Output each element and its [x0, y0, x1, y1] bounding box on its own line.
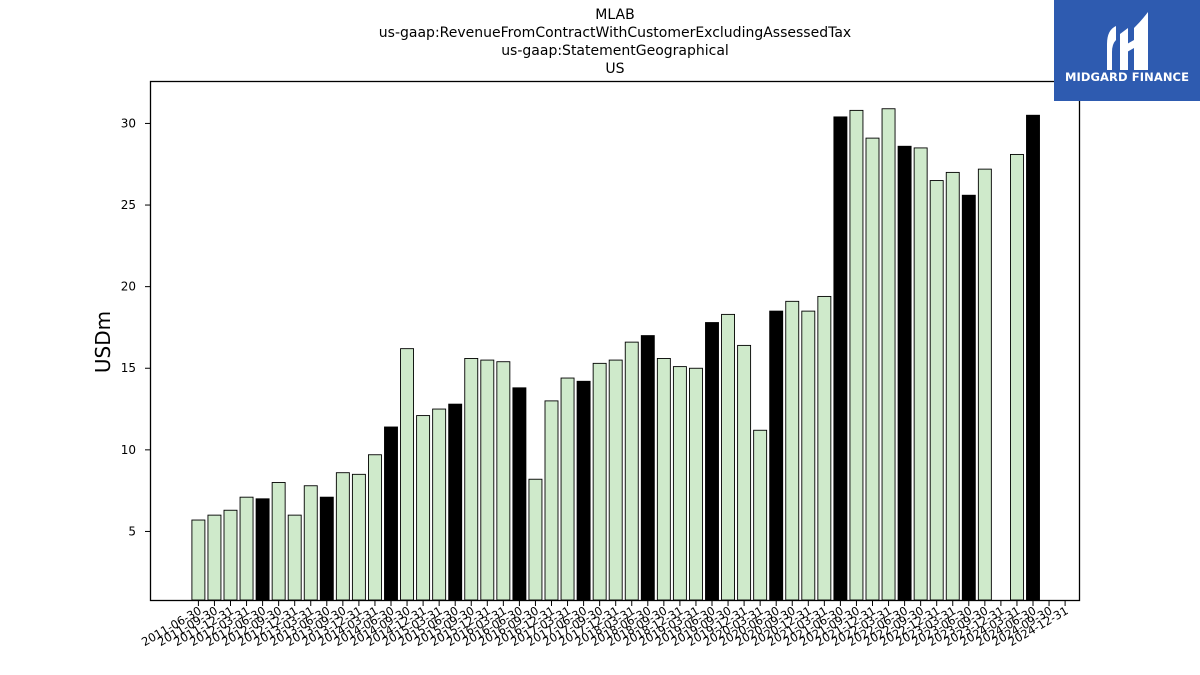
- bar-2015-09-30: [464, 358, 479, 601]
- y-tick-label: 30: [121, 116, 136, 130]
- midgard-logo-icon: [1107, 12, 1148, 70]
- bar-2017-03-31: [560, 377, 575, 601]
- bar-2013-06-30: [319, 496, 334, 601]
- title-line-member: US: [605, 61, 625, 77]
- bar-2016-12-31: [544, 400, 559, 601]
- y-axis: 5 10 15 20 25 30: [121, 116, 151, 538]
- bar-2019-03-31: [689, 367, 703, 601]
- bar-2012-12-31: [287, 514, 302, 601]
- bar-2016-06-30: [512, 387, 527, 601]
- bar-2014-09-30: [400, 348, 414, 601]
- midgard-finance-logo: MIDGARD FINANCE: [1054, 0, 1200, 101]
- bar-2017-09-30: [592, 362, 607, 601]
- bar-2018-12-31: [672, 366, 687, 601]
- bar-2011-12-31: [223, 509, 238, 601]
- bar-2011-09-30: [207, 514, 222, 601]
- bar-2015-12-31: [480, 359, 495, 601]
- bar-2022-06-30: [897, 145, 912, 601]
- bar-2016-09-30: [528, 478, 543, 601]
- bar-2020-09-30: [785, 300, 800, 601]
- bar-2015-03-31: [432, 408, 447, 601]
- x-axis: 2011-06-302011-09-302011-12-312012-03-31…: [139, 600, 1071, 649]
- bar-2017-12-31: [608, 359, 623, 601]
- y-tick-label: 10: [121, 443, 136, 457]
- bar-2013-03-31: [303, 485, 318, 601]
- bar-2020-12-31: [801, 310, 816, 601]
- bar-2019-09-30: [721, 313, 735, 601]
- y-tick-label: 25: [121, 198, 136, 212]
- y-tick-label: 20: [121, 280, 136, 294]
- bar-2023-06-30: [961, 194, 976, 601]
- y-axis-label: USDm: [91, 311, 115, 373]
- bar-2013-12-31: [351, 473, 366, 601]
- bar-2012-03-31: [239, 496, 254, 601]
- y-tick-label: 5: [128, 524, 136, 538]
- logo-wordmark: MIDGARD FINANCE: [1064, 70, 1190, 84]
- bar-2011-06-30: [191, 519, 206, 601]
- y-tick-label: 15: [121, 361, 136, 375]
- bar-2013-09-30: [335, 472, 350, 601]
- bar-2022-09-30: [913, 147, 928, 601]
- bar-2012-09-30: [271, 482, 286, 601]
- bar-2018-06-30: [640, 335, 655, 601]
- bar-2014-03-31: [368, 454, 382, 601]
- bar-2021-12-31: [865, 137, 880, 601]
- title-line-concept: us-gaap:RevenueFromContractWithCustomerE…: [378, 25, 852, 41]
- bar-2016-03-31: [496, 361, 511, 601]
- bar-2012-06-30: [255, 498, 270, 601]
- bar-2017-06-30: [576, 380, 591, 601]
- bar-2024-06-30: [1026, 114, 1040, 601]
- title-line-ticker: MLAB: [595, 7, 635, 23]
- bar-2021-03-31: [817, 295, 832, 601]
- bar-2020-03-31: [753, 429, 768, 601]
- bar-2018-03-31: [624, 341, 639, 601]
- bar-2014-06-30: [384, 426, 398, 601]
- bar-2014-12-31: [416, 415, 431, 601]
- bar-2023-03-31: [945, 171, 960, 601]
- bar-2020-06-30: [769, 310, 784, 601]
- bar-2019-12-31: [737, 344, 752, 601]
- bar-2022-03-31: [881, 108, 896, 601]
- bar-2021-06-30: [833, 116, 848, 601]
- chart-title: MLAB us-gaap:RevenueFromContractWithCust…: [150, 6, 1080, 78]
- bar-2015-06-30: [448, 403, 463, 601]
- bar-2019-06-30: [705, 322, 719, 601]
- bar-2018-09-30: [656, 358, 671, 601]
- plot-frame: [149, 80, 1081, 602]
- bar-2021-09-30: [849, 109, 864, 601]
- bar-2024-03-31: [1010, 153, 1024, 601]
- bar-2022-12-31: [929, 180, 944, 601]
- bar-2023-09-30: [977, 168, 992, 601]
- title-line-axis: us-gaap:StatementGeographical: [501, 43, 729, 59]
- bars-group: [191, 108, 1040, 601]
